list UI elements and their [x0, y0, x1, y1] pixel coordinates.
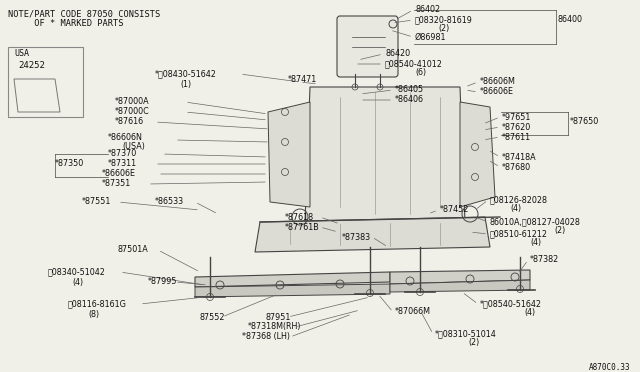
- Text: 24252: 24252: [18, 61, 45, 71]
- Text: (6): (6): [415, 68, 426, 77]
- Text: (4): (4): [72, 278, 83, 286]
- Text: *87000C: *87000C: [115, 108, 150, 116]
- Text: *87382: *87382: [530, 256, 559, 264]
- Text: Ⓝ08340-51042: Ⓝ08340-51042: [48, 267, 106, 276]
- Text: *87066M: *87066M: [395, 308, 431, 317]
- Text: 86402: 86402: [415, 6, 440, 15]
- Text: *86405: *86405: [395, 86, 424, 94]
- Text: OF * MARKED PARTS: OF * MARKED PARTS: [8, 19, 124, 28]
- Text: Ⓝ08320-81619: Ⓝ08320-81619: [415, 16, 473, 25]
- Text: Ø86981: Ø86981: [415, 32, 447, 42]
- Text: *87383: *87383: [342, 232, 371, 241]
- Text: *87318M(RH): *87318M(RH): [248, 323, 301, 331]
- Text: *86606N: *86606N: [108, 132, 143, 141]
- Text: *87616: *87616: [115, 118, 144, 126]
- Text: *87650: *87650: [570, 118, 599, 126]
- Text: *87995: *87995: [148, 278, 177, 286]
- Text: 87951: 87951: [265, 312, 291, 321]
- Text: *87611: *87611: [502, 132, 531, 141]
- Text: (2): (2): [438, 23, 449, 32]
- Text: *87761B: *87761B: [285, 222, 320, 231]
- Text: *87370: *87370: [108, 150, 137, 158]
- FancyBboxPatch shape: [337, 16, 398, 77]
- Text: 86420: 86420: [385, 49, 410, 58]
- Polygon shape: [460, 102, 495, 207]
- Text: *86606E: *86606E: [102, 170, 136, 179]
- Text: (USA): (USA): [122, 142, 145, 151]
- Text: *87000A: *87000A: [115, 97, 150, 106]
- Text: ⒲08116-8161G: ⒲08116-8161G: [68, 299, 127, 308]
- Text: *87618: *87618: [285, 212, 314, 221]
- Text: *87418A: *87418A: [502, 153, 536, 161]
- Text: *87551: *87551: [82, 198, 111, 206]
- Text: *86533: *86533: [155, 198, 184, 206]
- Text: *87452: *87452: [440, 205, 469, 215]
- Text: *87471: *87471: [288, 76, 317, 84]
- Text: (4): (4): [524, 308, 535, 317]
- Text: Ⓝ08510-61212: Ⓝ08510-61212: [490, 230, 548, 238]
- Text: 87552: 87552: [200, 312, 225, 321]
- Text: *Ⓝ08540-51642: *Ⓝ08540-51642: [480, 299, 542, 308]
- Text: 87501A: 87501A: [118, 246, 148, 254]
- Text: USA: USA: [14, 49, 29, 58]
- Text: 86010A,⒲08127-04028: 86010A,⒲08127-04028: [490, 218, 581, 227]
- Polygon shape: [390, 270, 530, 284]
- Text: *86606E: *86606E: [480, 87, 514, 96]
- Text: *87311: *87311: [108, 160, 137, 169]
- Text: *87368 (LH): *87368 (LH): [242, 333, 290, 341]
- Text: (1): (1): [180, 80, 191, 89]
- Text: (4): (4): [530, 238, 541, 247]
- Bar: [8, 47, 83, 117]
- Text: *87351: *87351: [102, 180, 131, 189]
- Text: *87350: *87350: [55, 160, 84, 169]
- Text: *87680: *87680: [502, 163, 531, 171]
- Text: (8): (8): [88, 310, 99, 318]
- Text: *86606M: *86606M: [480, 77, 516, 87]
- Text: Ⓝ08540-41012: Ⓝ08540-41012: [385, 60, 443, 68]
- Text: A870C0.33: A870C0.33: [588, 362, 630, 372]
- Polygon shape: [255, 217, 490, 252]
- Text: ⒲08126-82028: ⒲08126-82028: [490, 196, 548, 205]
- Text: 86400: 86400: [558, 16, 583, 25]
- Polygon shape: [390, 280, 530, 292]
- Polygon shape: [305, 87, 465, 222]
- Polygon shape: [268, 102, 310, 207]
- Text: (2): (2): [554, 227, 565, 235]
- Text: (4): (4): [510, 205, 521, 214]
- Polygon shape: [195, 284, 390, 297]
- Text: NOTE/PART CODE 87050 CONSISTS: NOTE/PART CODE 87050 CONSISTS: [8, 10, 160, 19]
- Text: *86406: *86406: [395, 96, 424, 105]
- Text: (2): (2): [468, 339, 479, 347]
- Text: *Ⓝ08430-51642: *Ⓝ08430-51642: [155, 70, 217, 78]
- Polygon shape: [195, 272, 390, 287]
- Text: *87620: *87620: [502, 122, 531, 131]
- Text: *97651: *97651: [502, 112, 531, 122]
- Text: *Ⓝ08310-51014: *Ⓝ08310-51014: [435, 330, 497, 339]
